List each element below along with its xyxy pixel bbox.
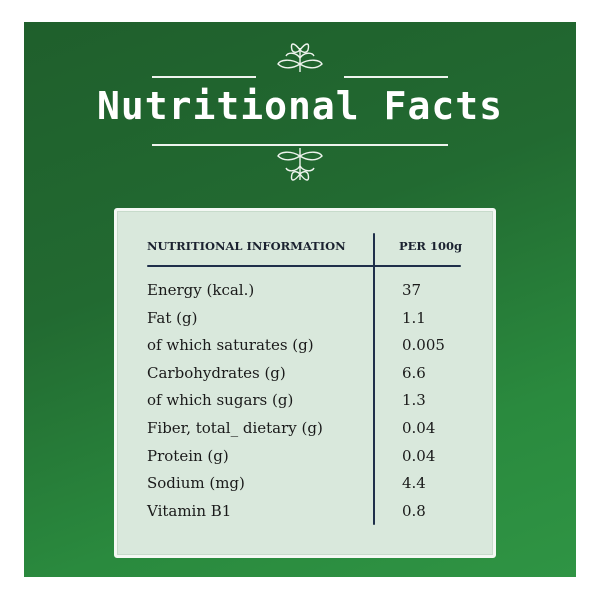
column-header-name: NUTRITIONAL INFORMATION — [147, 239, 346, 253]
nutrient-name: Carbohydrates (g) — [147, 363, 286, 382]
nutrient-name: of which sugars (g) — [147, 391, 294, 410]
nutrient-value: 0.8 — [402, 501, 426, 520]
table-row: Energy (kcal.) 37 — [117, 281, 493, 309]
title-rule-right — [344, 76, 448, 78]
column-header-value: PER 100g — [399, 239, 463, 253]
nutrient-name: Fiber, total_ dietary (g) — [147, 418, 323, 437]
chalkboard-background: Nutritional Facts NUTRITIONAL INFORMATIO… — [24, 22, 576, 577]
table-row: Carbohydrates (g) 6.6 — [117, 364, 493, 392]
nutrient-name: Fat (g) — [147, 308, 198, 327]
nutrient-value: 0.005 — [402, 336, 445, 355]
column-divider — [373, 233, 375, 525]
table-row: Fat (g) 1.1 — [117, 309, 493, 337]
table-row: of which saturates (g) 0.005 — [117, 336, 493, 364]
nutrient-value: 37 — [402, 281, 422, 299]
nutrient-value: 6.6 — [402, 363, 426, 382]
nutrient-value: 0.04 — [402, 446, 436, 465]
nutrient-value: 1.3 — [402, 391, 426, 410]
nutrient-name: Sodium (mg) — [147, 474, 245, 493]
table-row: Vitamin B1 0.8 — [117, 502, 493, 530]
nutrient-value: 4.4 — [402, 474, 426, 493]
title-rule-left — [152, 76, 256, 78]
title-area: Nutritional Facts — [24, 22, 576, 192]
header-divider — [147, 265, 461, 267]
nutrition-rows: Energy (kcal.) 37 Fat (g) 1.1 of which s… — [117, 281, 493, 529]
nutrient-name: Energy (kcal.) — [147, 281, 255, 299]
table-row: of which sugars (g) 1.3 — [117, 391, 493, 419]
table-row: Fiber, total_ dietary (g) 0.04 — [117, 419, 493, 447]
nutrient-name: Protein (g) — [147, 446, 229, 465]
nutrient-name: of which saturates (g) — [147, 336, 314, 355]
table-row: Protein (g) 0.04 — [117, 447, 493, 475]
nutrition-table-card: NUTRITIONAL INFORMATION PER 100g Energy … — [114, 208, 496, 558]
page-title: Nutritional Facts — [97, 84, 503, 128]
nutrient-name: Vitamin B1 — [147, 501, 232, 520]
table-row: Sodium (mg) 4.4 — [117, 474, 493, 502]
leaf-sprig-icon — [277, 148, 323, 181]
title-rule-bottom — [152, 144, 448, 146]
nutrient-value: 0.04 — [402, 418, 436, 437]
leaf-sprig-icon — [277, 43, 323, 72]
nutrient-value: 1.1 — [402, 308, 426, 327]
